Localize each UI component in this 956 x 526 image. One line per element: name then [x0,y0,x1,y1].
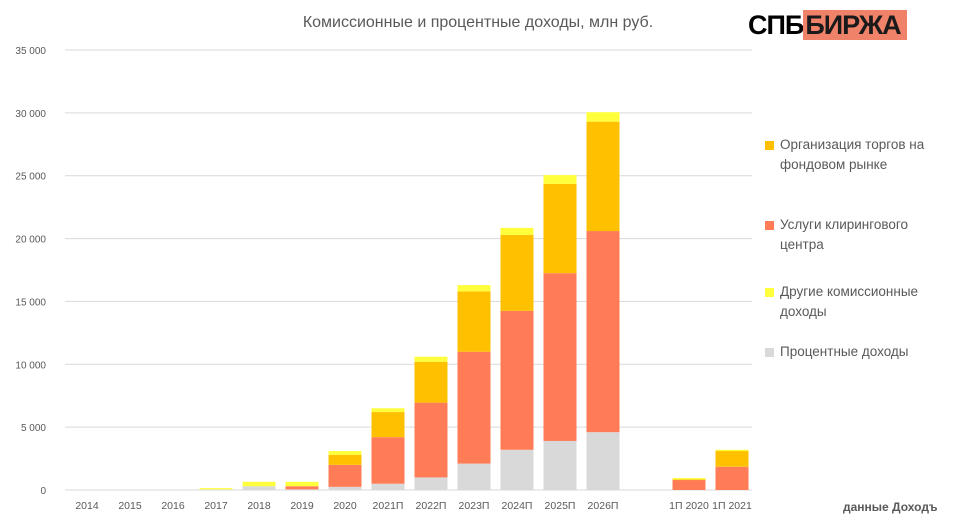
bar-segment [414,477,448,490]
bar-segment [371,483,405,490]
bar-segment [586,112,620,122]
bar-segment [715,451,749,467]
bar-segment [500,449,534,490]
legend-item: Другие комиссионные доходы [765,282,918,322]
x-tick-label: 2022П [416,500,447,512]
bar-segment [414,356,448,362]
x-tick-label: 2016 [161,500,185,512]
x-tick-label: 2019 [290,500,314,512]
bar-segment [242,486,276,490]
bar-segment [199,489,233,491]
y-tick-label: 20 000 [15,235,46,246]
bar-segment [543,440,577,490]
bar-segment [586,121,620,232]
legend-item: Процентные доходы [765,342,909,362]
bar-segment [500,234,534,311]
legend-item: Услуги клирингового центра [765,215,908,255]
bar-segment [457,351,491,464]
bar-segment [500,310,534,450]
y-tick-label: 5 000 [21,423,46,434]
x-tick-label: 2014 [75,500,99,512]
legend-swatch [765,141,774,150]
y-tick-label: 15 000 [15,297,46,308]
bar-segment [371,437,405,484]
bar-segment [285,489,319,491]
bar-segment [285,486,319,490]
bar-segment [371,412,405,438]
bar-segment [500,227,534,235]
x-tick-label: 2021П [373,500,404,512]
bar-segment [457,291,491,352]
bar-segment [457,463,491,490]
x-tick-label: 2024П [502,500,533,512]
x-tick-label: 2023П [459,500,490,512]
y-tick-label: 30 000 [15,109,46,120]
bar-segment [715,466,749,490]
bar-segment [715,449,749,452]
bar-segment [328,451,362,455]
bar-segment [543,183,577,274]
bar-segment [371,408,405,413]
y-tick-label: 10 000 [15,360,46,371]
bar-segment [672,478,706,480]
y-tick-label: 0 [40,486,46,497]
source-note: данные Доходъ [843,500,938,514]
legend-swatch [765,288,774,297]
bar-segment [672,479,706,481]
y-tick-label: 25 000 [15,172,46,183]
bar-segment [199,488,233,490]
x-tick-label: 1П 2020 [669,500,709,512]
bar-segment [414,402,448,478]
x-tick-label: 2020 [333,500,357,512]
x-tick-label: 2025П [545,500,576,512]
bar-segment [586,231,620,433]
bar-segment [543,175,577,184]
bar-segment [285,481,319,487]
bar-segment [242,481,276,487]
bar-segment [414,361,448,403]
x-tick-label: 2026П [588,500,619,512]
legend-swatch [765,221,774,230]
x-tick-label: 2015 [118,500,142,512]
bar-segment [457,285,491,292]
bar-segment [328,486,362,490]
spb-exchange-logo: СПБ БИРЖА [746,10,907,40]
bar-segment [586,432,620,490]
bar-segment [543,273,577,441]
legend-item: Организация торгов на фондовом рынке [765,135,924,175]
x-tick-label: 2018 [247,500,271,512]
legend-swatch [765,348,774,357]
chart-title: Комиссионные и процентные доходы, млн ру… [302,14,654,31]
bar-segment [328,454,362,465]
bar-segment [328,464,362,487]
bar-segment [672,479,706,490]
x-tick-label: 1П 2021 [712,500,752,512]
x-tick-label: 2017 [204,500,228,512]
y-tick-label: 35 000 [15,46,46,57]
